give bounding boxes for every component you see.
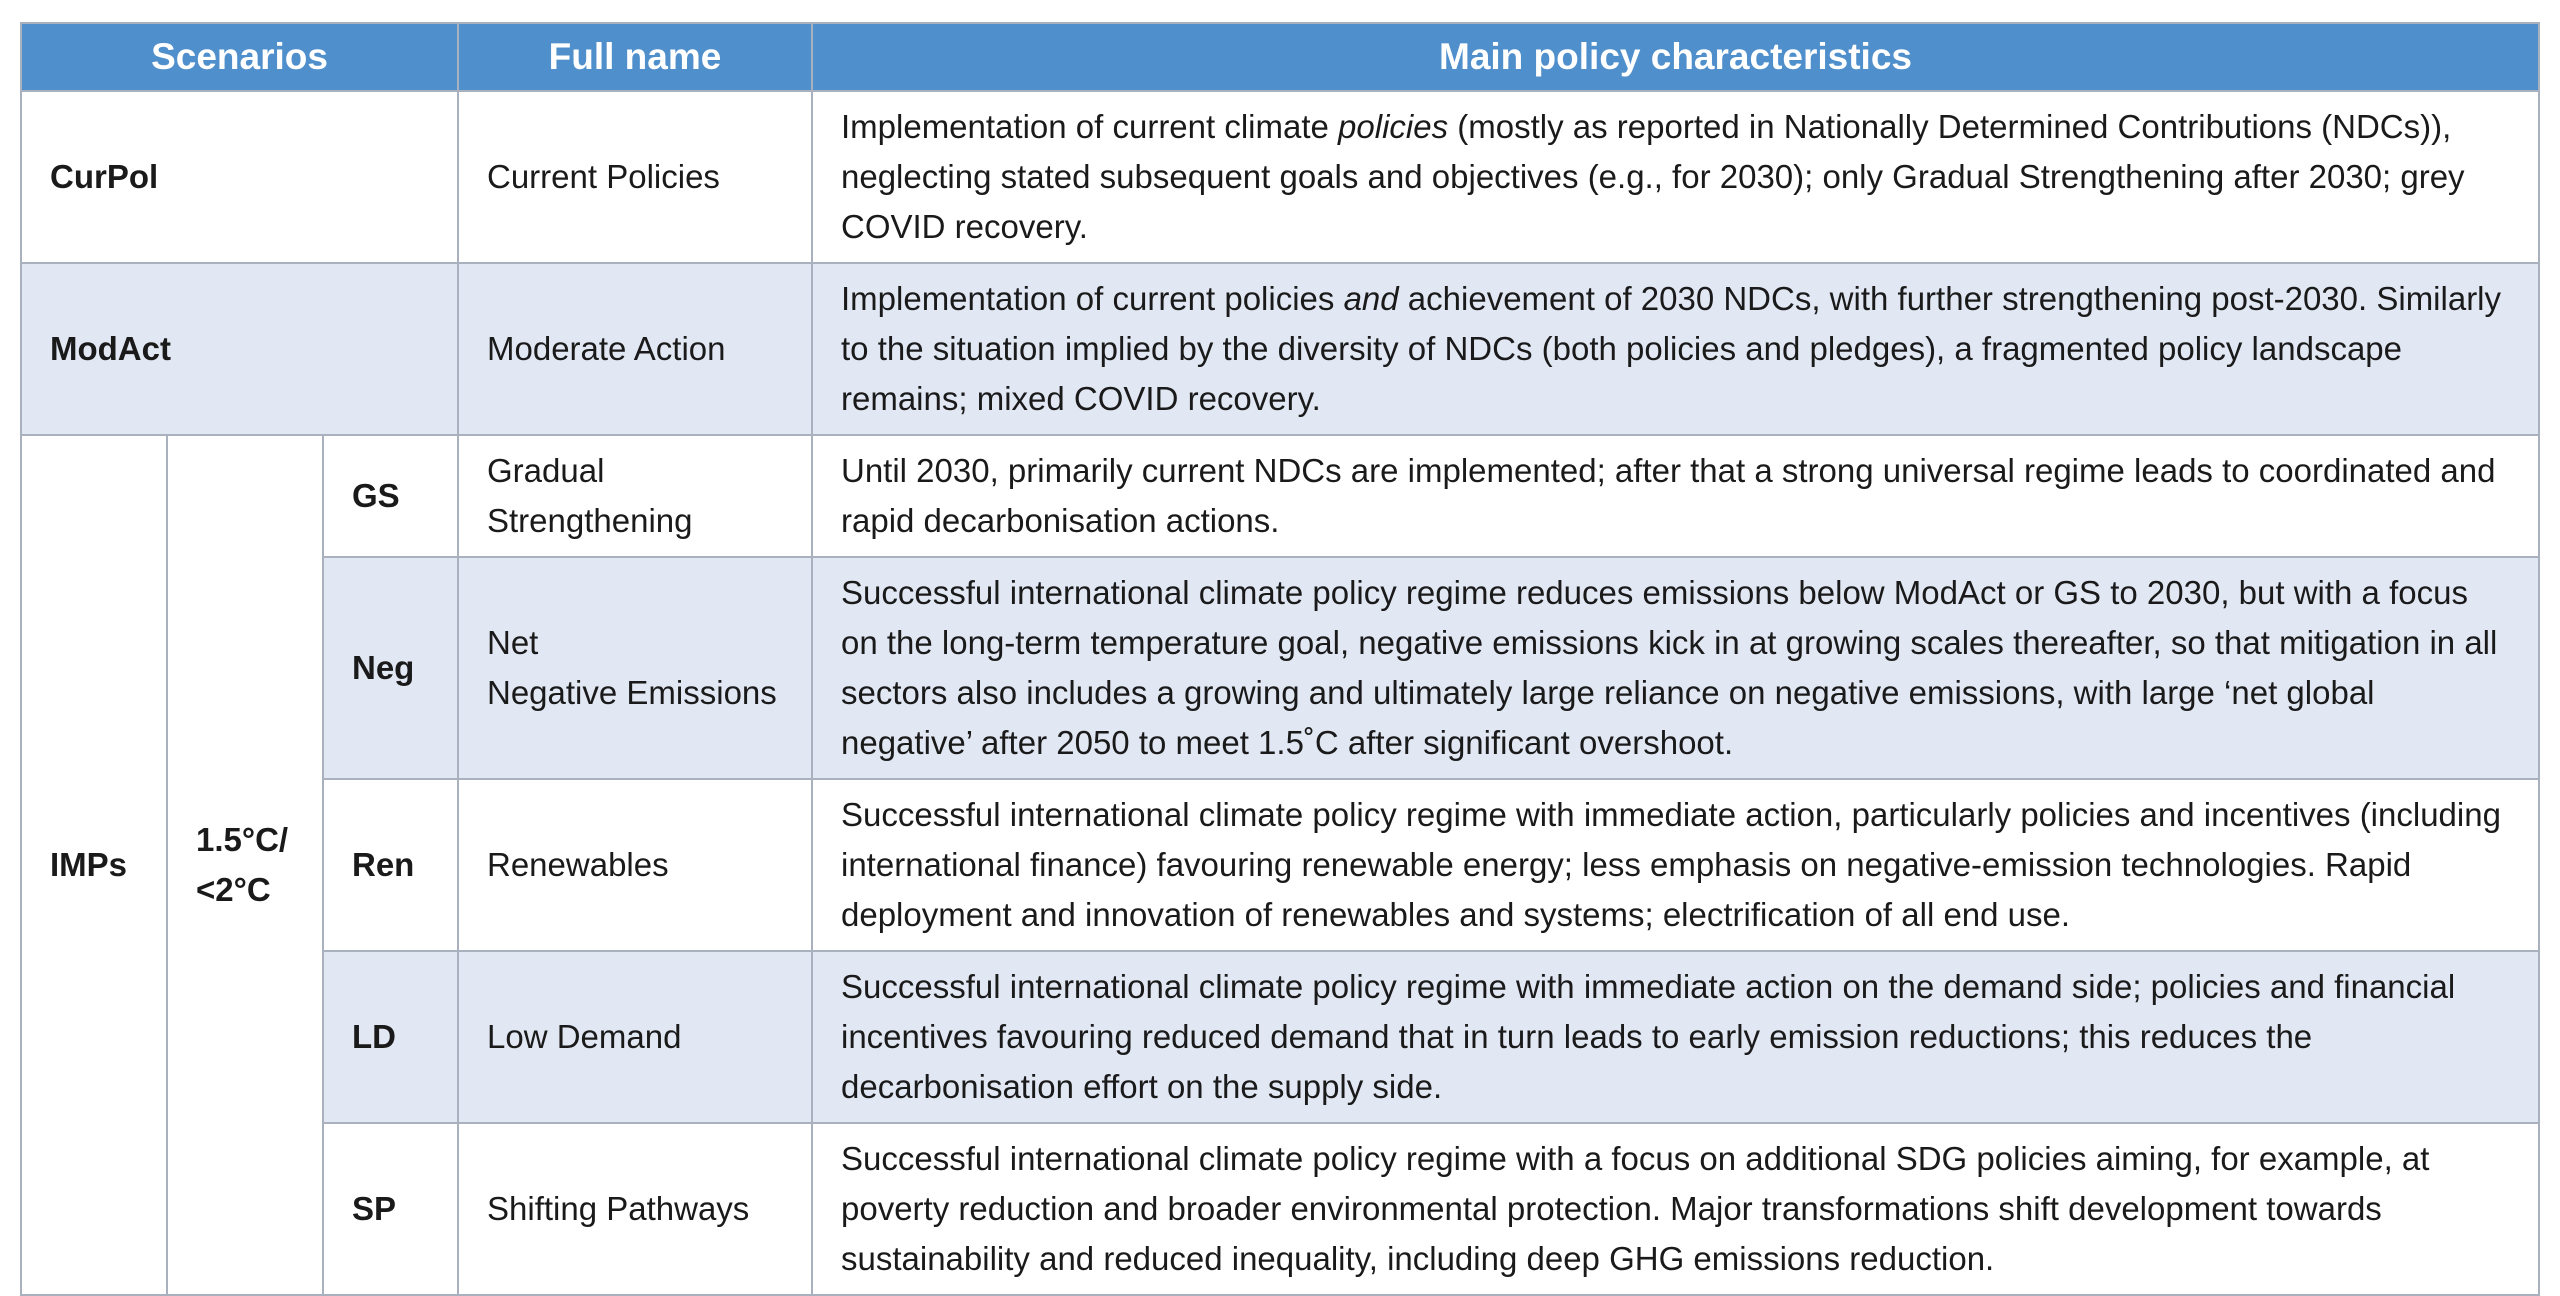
- header-full-name: Full name: [457, 22, 813, 92]
- temperature-target-line2: <2°C: [196, 871, 271, 908]
- scenario-code-ld: LD: [322, 950, 459, 1124]
- full-name-ld: Low Demand: [457, 950, 813, 1124]
- description-gs: Until 2030, primarily current NDCs are i…: [811, 434, 2540, 558]
- header-scenarios: Scenarios: [20, 22, 459, 92]
- table-row: IMPs 1.5°C/ <2°C GS Gradual Strengthening…: [20, 434, 2540, 1296]
- scenario-group-imps: IMPs: [20, 434, 168, 1296]
- scenario-code-gs: GS: [322, 434, 459, 558]
- description-ren: Successful international climate policy …: [811, 778, 2540, 952]
- full-name-gs: Gradual Strengthening: [457, 434, 813, 558]
- scenario-code-neg: Neg: [322, 556, 459, 780]
- description-sp: Successful international climate policy …: [811, 1122, 2540, 1296]
- full-name-neg: Net Negative Emissions: [457, 556, 813, 780]
- description-text: Implementation of current climate: [841, 108, 1339, 145]
- description-modact: Implementation of current policies and a…: [811, 262, 2540, 436]
- full-name-curpol: Current Policies: [457, 90, 813, 264]
- table-row: ModAct Moderate Action Implementation of…: [20, 262, 2540, 436]
- full-name-ren: Renewables: [457, 778, 813, 952]
- scenarios-table: Scenarios Full name Main policy characte…: [20, 22, 2540, 1296]
- description-text: (mostly as reported in Nationally Determ…: [841, 108, 2465, 245]
- description-emphasis: and: [1343, 280, 1399, 317]
- scenario-code-modact: ModAct: [20, 262, 459, 436]
- full-name-neg-line1: Net: [487, 624, 539, 661]
- full-name-sp: Shifting Pathways: [457, 1122, 813, 1296]
- scenario-code-sp: SP: [322, 1122, 459, 1296]
- table-row: Ren Renewables Successful international …: [21, 778, 2540, 952]
- table-row: LD Low Demand Successful international c…: [21, 950, 2540, 1124]
- scenario-code-curpol: CurPol: [20, 90, 459, 264]
- header-characteristics: Main policy characteristics: [811, 22, 2540, 92]
- description-emphasis: policies: [1338, 108, 1449, 145]
- temperature-target: 1.5°C/ <2°C: [166, 434, 324, 1296]
- description-neg: Successful international climate policy …: [811, 556, 2540, 780]
- header-row: Scenarios Full name Main policy characte…: [20, 22, 2540, 92]
- temperature-target-line1: 1.5°C/: [196, 821, 289, 858]
- description-text: Implementation of current policies: [841, 280, 1344, 317]
- table-row: SP Shifting Pathways Successful internat…: [21, 1122, 2540, 1296]
- full-name-modact: Moderate Action: [457, 262, 813, 436]
- scenario-code-ren: Ren: [322, 778, 459, 952]
- table-row: CurPol Current Policies Implementation o…: [20, 90, 2540, 264]
- table-row: Neg Net Negative Emissions Successful int…: [21, 556, 2540, 780]
- description-ld: Successful international climate policy …: [811, 950, 2540, 1124]
- full-name-neg-line2: Negative Emissions: [487, 674, 777, 711]
- description-curpol: Implementation of current climate polici…: [811, 90, 2540, 264]
- description-text: achievement of 2030 NDCs, with further s…: [841, 280, 2502, 417]
